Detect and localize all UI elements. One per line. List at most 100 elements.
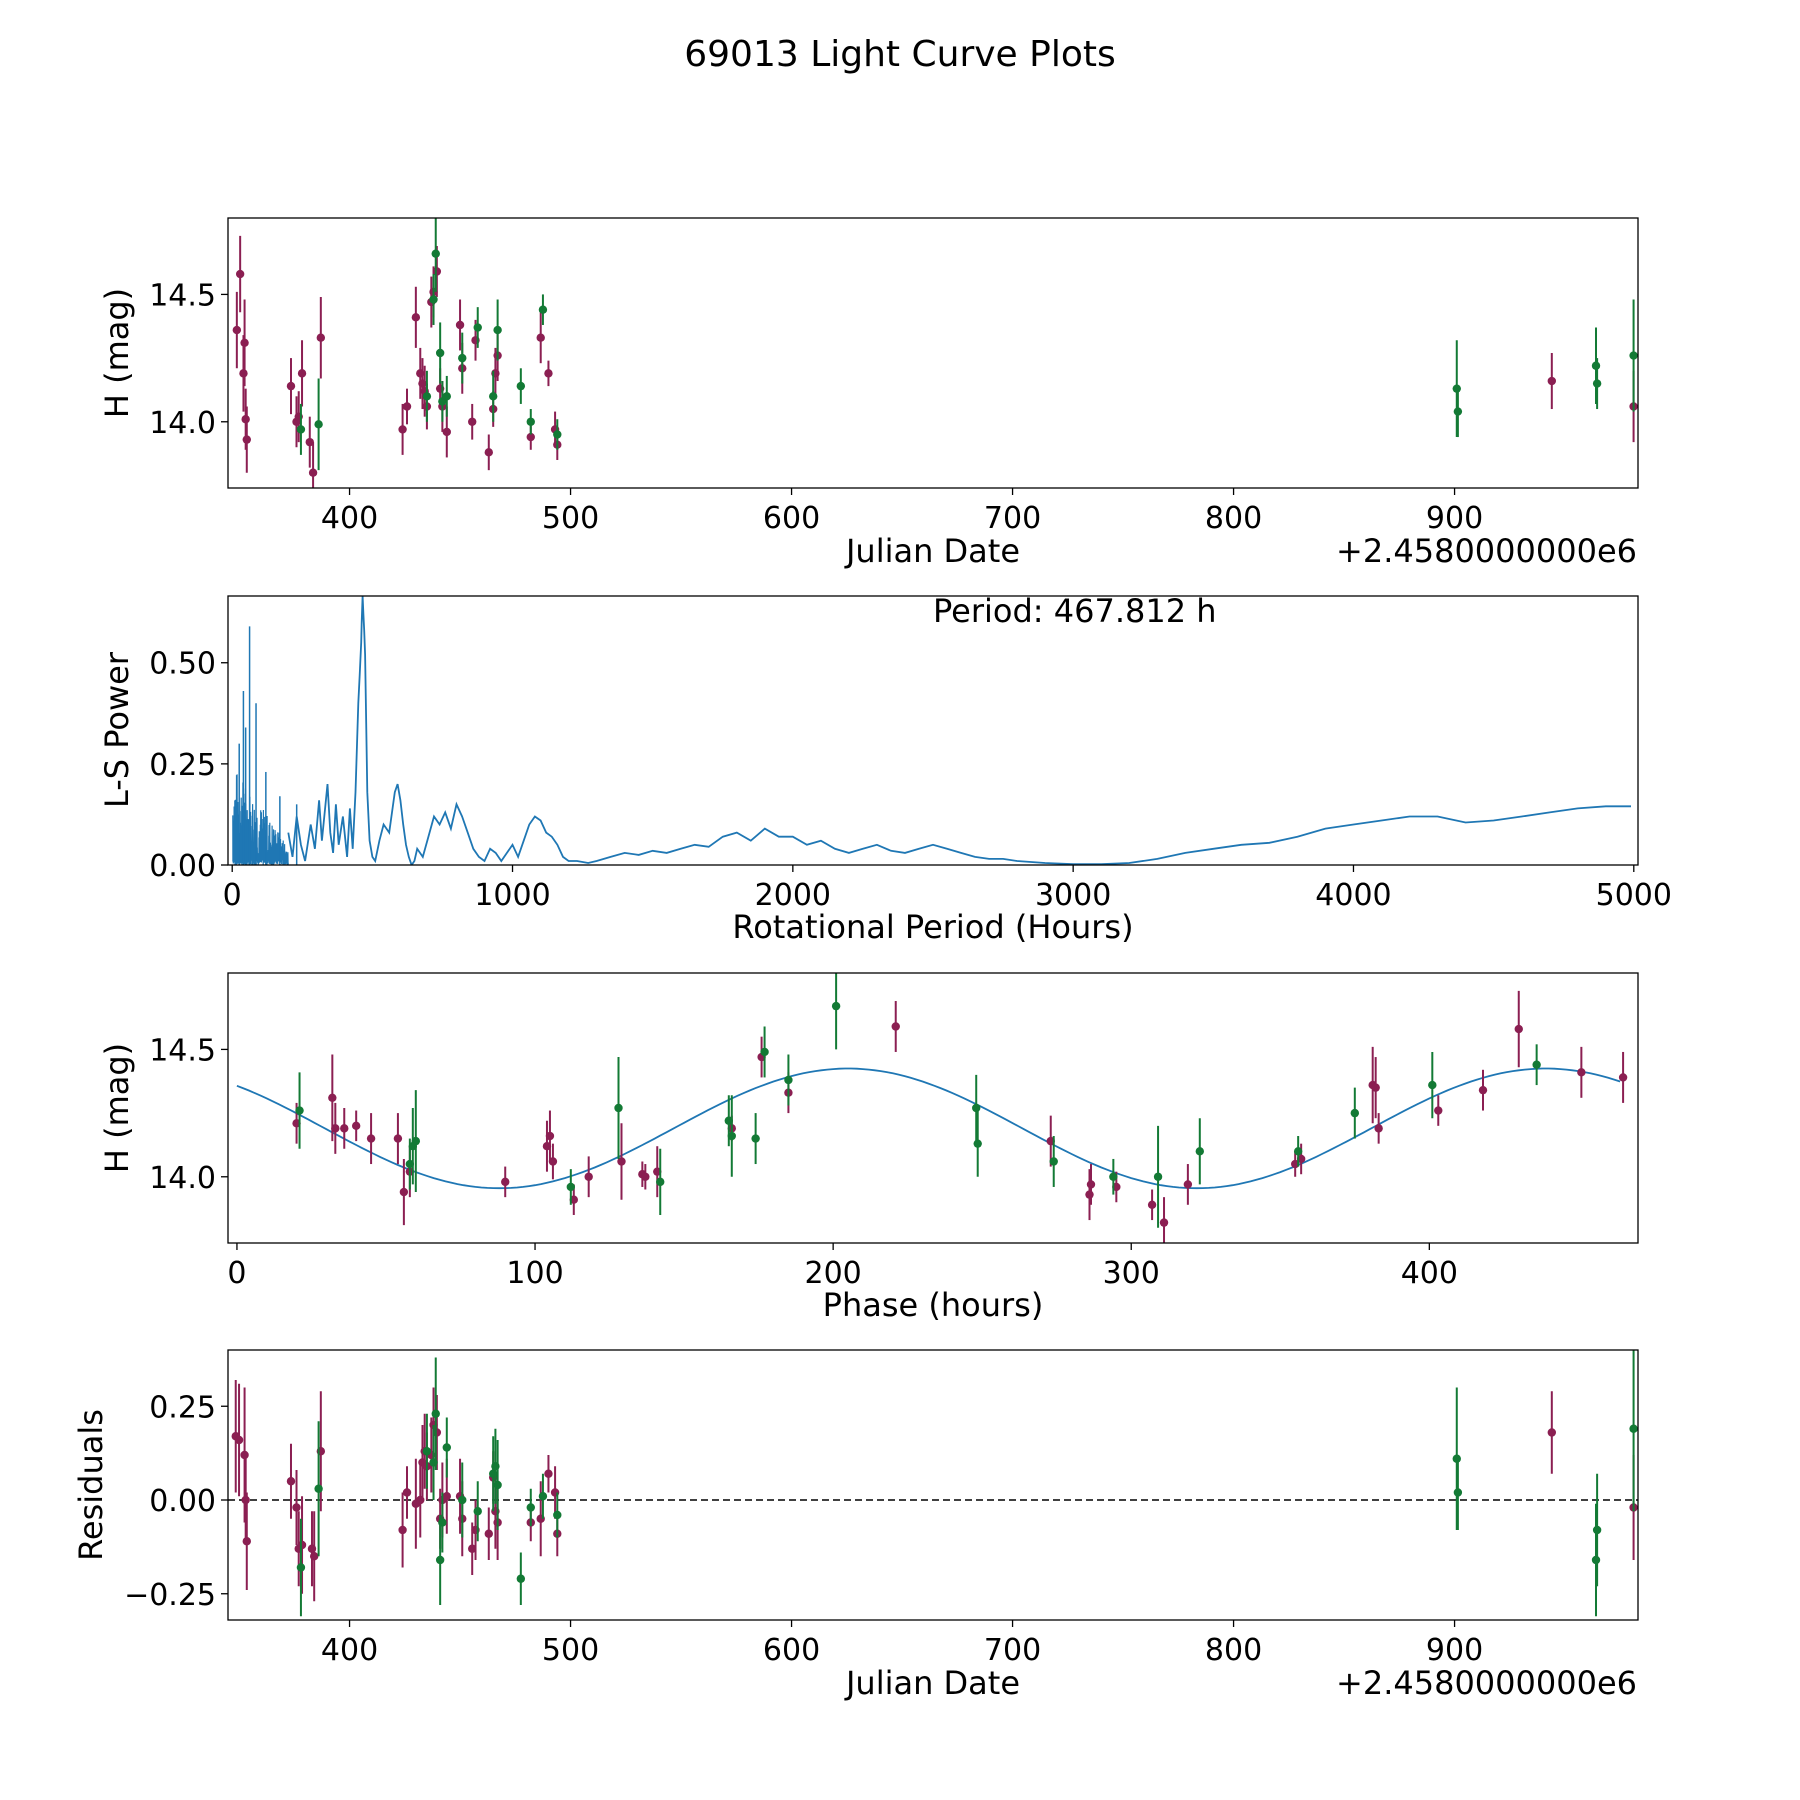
residuals-point-r	[398, 1525, 407, 1535]
phased-point-r	[584, 1172, 593, 1181]
lightcurve-point-g	[431, 249, 440, 258]
phased-point-r	[1159, 1218, 1169, 1227]
lightcurve-point-g	[296, 425, 306, 434]
residuals-point-r	[402, 1488, 412, 1497]
phased-point-r	[641, 1172, 650, 1181]
residuals-point-r	[309, 1552, 319, 1561]
residuals-data-layer	[228, 1350, 1638, 1617]
lightcurve-point-r	[411, 313, 421, 322]
residuals-point-r	[468, 1544, 477, 1553]
lightcurve-point-g	[526, 417, 535, 426]
residuals-ticks: 400 500 600 700 800 900 −0.25 0.00 0.25	[124, 1390, 1483, 1668]
sinusoid-fit-curve	[236, 1067, 1621, 1190]
phased-point-r	[1147, 1200, 1157, 1209]
phased-point-g	[411, 1136, 421, 1146]
phased-point-r	[1514, 1024, 1523, 1034]
residuals-point-g	[438, 1518, 447, 1527]
phased-point-r	[340, 1124, 349, 1133]
residuals-point-r	[297, 1540, 307, 1550]
lightcurve-point-r	[402, 402, 412, 411]
phased-point-r	[1478, 1085, 1488, 1095]
phased-frame	[227, 972, 1639, 1244]
lightcurve-point-r	[286, 381, 296, 391]
phased-point-g	[972, 1103, 981, 1113]
phased-point-r	[1086, 1180, 1096, 1189]
lightcurve-point-g	[1453, 407, 1463, 416]
periodogram-ticks: 0 1000 2000 3000 4000 5000 0.00 0.25 0.50	[149, 647, 1672, 913]
residuals-y-tick-label: 0.00	[149, 1484, 216, 1519]
lightcurve-point-g	[442, 392, 451, 401]
phased-y-tick-label: 14.5	[149, 1033, 216, 1068]
lightcurve-point-g	[422, 392, 432, 401]
residuals-point-r	[234, 1435, 244, 1445]
phased-x-label: Phase (hours)	[823, 1286, 1044, 1324]
periodogram-x-tick-label: 4000	[1315, 878, 1391, 913]
lightcurve-x-tick-label: 900	[1426, 501, 1483, 536]
residuals-marks	[228, 1350, 1638, 1617]
residuals-y-tick-label: 0.25	[149, 1390, 216, 1425]
residuals-frame	[227, 1349, 1639, 1621]
phased-x-tick-label: 100	[506, 1256, 563, 1291]
residuals-x-tick-label: 900	[1426, 1633, 1483, 1668]
phased-point-r	[617, 1157, 626, 1166]
phased-x-tick-label: 300	[1103, 1256, 1160, 1291]
phased-point-r	[1434, 1106, 1443, 1115]
phased-point-r	[351, 1121, 361, 1131]
residuals-point-r	[242, 1537, 251, 1546]
lightcurve-point-r	[536, 333, 545, 342]
lightcurve-point-r	[484, 448, 493, 457]
lightcurve-point-g	[1629, 351, 1638, 360]
lightcurve-point-r	[305, 437, 314, 447]
residuals-point-r	[484, 1529, 493, 1538]
phased-point-g	[727, 1131, 736, 1141]
lightcurve-point-r	[308, 468, 318, 477]
lightcurve-point-g	[458, 353, 467, 363]
lightcurve-point-g	[473, 323, 482, 332]
phased-point-r	[545, 1131, 555, 1141]
lightcurve-point-g	[489, 392, 498, 401]
residuals-point-g	[431, 1409, 440, 1418]
phased-point-g	[973, 1139, 982, 1148]
phased-point-r	[1371, 1083, 1380, 1092]
lightcurve-point-g	[493, 325, 502, 335]
phased-point-r	[548, 1157, 558, 1166]
phased-point-g	[1109, 1172, 1118, 1181]
phased-panel: 0 100 200 300 400 14.0 14.5 Phase (hours) H (m…	[98, 972, 1639, 1324]
phased-point-g	[1532, 1060, 1541, 1069]
phased-point-g	[1049, 1157, 1058, 1166]
phased-point-r	[1085, 1190, 1094, 1199]
phased-point-r	[891, 1022, 900, 1031]
lightcurve-point-g	[1592, 379, 1602, 388]
lightcurve-point-r	[297, 369, 307, 378]
lightcurve-point-g	[314, 420, 323, 429]
periodogram-x-tick-label: 1000	[474, 878, 550, 913]
lightcurve-point-g	[1591, 361, 1601, 370]
lightcurve-point-r	[544, 369, 553, 378]
lightcurve-point-r	[468, 417, 477, 426]
residuals-point-g	[1591, 1555, 1601, 1565]
residuals-point-r	[442, 1492, 451, 1501]
residuals-point-g	[422, 1447, 432, 1456]
residuals-y-label: Residuals	[72, 1409, 110, 1561]
lightcurve-marks	[232, 218, 1638, 488]
periodogram-panel: 0 1000 2000 3000 4000 5000 0.00 0.25 0.50 Period…	[98, 592, 1672, 946]
lightcurve-y-label: H (mag)	[98, 288, 136, 418]
lightcurve-x-tick-label: 700	[984, 501, 1041, 536]
residuals-point-g	[493, 1480, 502, 1490]
lightcurve-point-r	[398, 425, 407, 434]
lightcurve-point-r	[455, 320, 465, 330]
phased-point-g	[566, 1182, 576, 1192]
residuals-point-g	[442, 1443, 451, 1452]
residuals-x-tick-label: 800	[1205, 1633, 1262, 1668]
phased-point-r	[501, 1177, 510, 1187]
phased-point-g	[784, 1075, 793, 1085]
phased-point-r	[1374, 1124, 1383, 1133]
lightcurve-point-r	[232, 325, 242, 335]
phased-point-g	[1350, 1108, 1360, 1118]
lightcurve-point-r	[316, 333, 326, 342]
lightcurve-point-g	[538, 305, 548, 314]
phased-point-g	[1293, 1147, 1303, 1156]
residuals-y-tick-label: −0.25	[124, 1578, 216, 1613]
residuals-point-g	[1592, 1525, 1602, 1535]
phased-x-tick-label: 400	[1401, 1256, 1458, 1291]
